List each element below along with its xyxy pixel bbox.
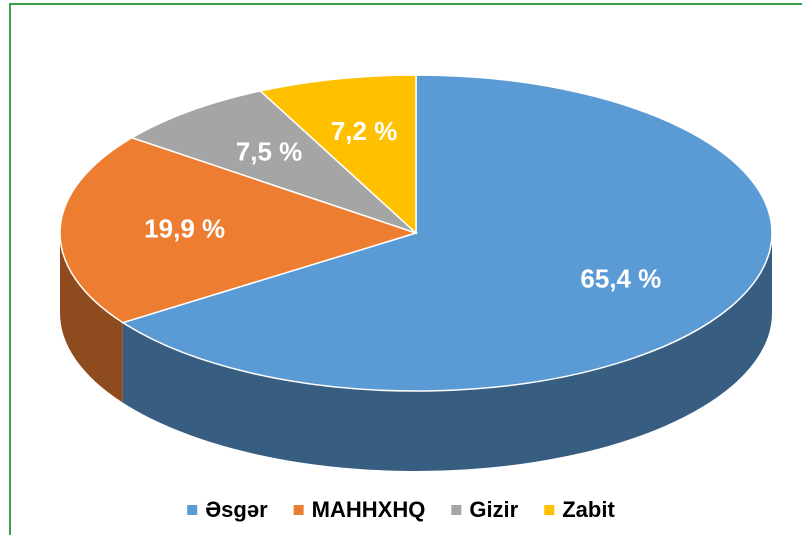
slice (59, 136, 419, 324)
legend-marker (187, 505, 198, 515)
legend-label: Zabit (562, 497, 615, 522)
data-label: 65,4 % (580, 264, 661, 294)
slice (121, 74, 773, 392)
data-label: 7,5 % (236, 137, 303, 167)
frame (9, 3, 802, 535)
slice-side (122, 233, 773, 472)
slice (130, 90, 417, 234)
legend-marker (293, 505, 304, 515)
legend-marker (451, 505, 462, 515)
legend: Əsgər MAHHXHQ Gizir Zabit (187, 497, 615, 522)
legend-label: MAHHXHQ (312, 497, 426, 522)
slice-side (60, 233, 123, 403)
legend-label: Gizir (469, 497, 518, 522)
legend-label: Əsgər (205, 497, 268, 522)
legend-marker (544, 505, 555, 515)
data-label: 19,9 % (144, 214, 225, 244)
data-label: 7,2 % (331, 116, 398, 146)
slice (258, 74, 417, 235)
